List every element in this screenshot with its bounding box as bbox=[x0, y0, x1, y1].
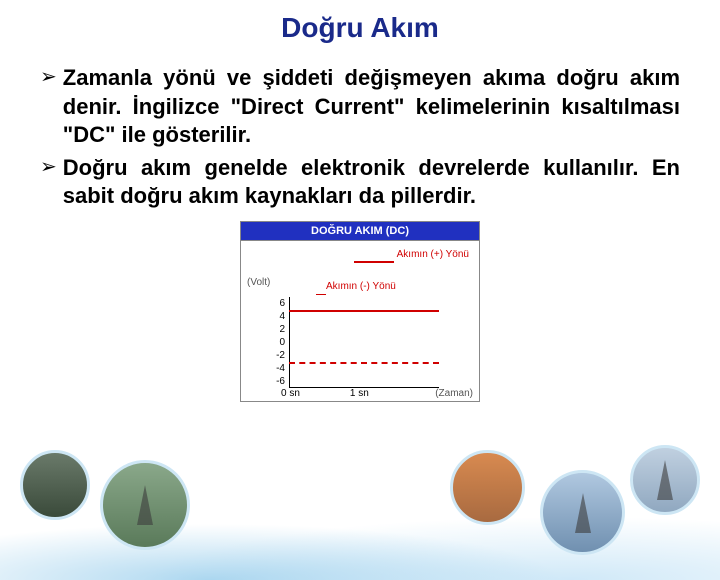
legend-negative: Akımın (-) Yönü bbox=[326, 281, 396, 292]
x-tick: 0 sn bbox=[281, 388, 300, 399]
y-tick: 0 bbox=[271, 336, 285, 349]
y-tick: -2 bbox=[271, 349, 285, 362]
footer-image-pylon bbox=[100, 460, 190, 550]
footer-image-truck bbox=[450, 450, 525, 525]
bullet-text: Doğru akım genelde elektronik devrelerde… bbox=[63, 154, 680, 211]
y-tick: 6 bbox=[271, 297, 285, 310]
bullet-item: ➢ Zamanla yönü ve şiddeti değişmeyen akı… bbox=[40, 64, 680, 150]
bullet-text: Zamanla yönü ve şiddeti değişmeyen akıma… bbox=[63, 64, 680, 150]
footer-image-phone bbox=[20, 450, 90, 520]
y-tick: 2 bbox=[271, 323, 285, 336]
footer-image-lines bbox=[630, 445, 700, 515]
x-tick: 1 sn bbox=[350, 388, 369, 399]
y-tick: -4 bbox=[271, 362, 285, 375]
chart-title: DOĞRU AKIM (DC) bbox=[241, 222, 479, 241]
page-title: Doğru Akım bbox=[0, 0, 720, 44]
bullet-marker-icon: ➢ bbox=[40, 154, 57, 180]
footer-image-tower bbox=[540, 470, 625, 555]
y-tick: 4 bbox=[271, 310, 285, 323]
dc-negative-line bbox=[289, 362, 439, 364]
slide: Doğru Akım ➢ Zamanla yönü ve şiddeti değ… bbox=[0, 0, 720, 540]
y-axis-ticks: 6 4 2 0 -2 -4 -6 bbox=[271, 297, 285, 388]
dc-chart: DOĞRU AKIM (DC) Akımın (+) Yönü Akımın (… bbox=[240, 221, 480, 402]
y-tick: -6 bbox=[271, 375, 285, 388]
dc-positive-line bbox=[289, 310, 439, 312]
wave-graphic-icon bbox=[0, 440, 720, 580]
legend-line-pos-icon bbox=[354, 261, 394, 263]
legend-line-neg-icon bbox=[316, 294, 326, 295]
legend-positive: Akımın (+) Yönü bbox=[397, 249, 469, 260]
content-area: ➢ Zamanla yönü ve şiddeti değişmeyen akı… bbox=[0, 44, 720, 402]
x-axis-ticks: 0 sn 1 sn bbox=[281, 388, 369, 399]
decorative-footer bbox=[0, 430, 720, 540]
bullet-marker-icon: ➢ bbox=[40, 64, 57, 90]
y-axis-label: (Volt) bbox=[247, 277, 270, 288]
x-axis-label: (Zaman) bbox=[435, 388, 473, 399]
chart-plot-area: Akımın (+) Yönü Akımın (-) Yönü (Volt) 6… bbox=[241, 241, 479, 401]
bullet-item: ➢ Doğru akım genelde elektronik devreler… bbox=[40, 154, 680, 211]
